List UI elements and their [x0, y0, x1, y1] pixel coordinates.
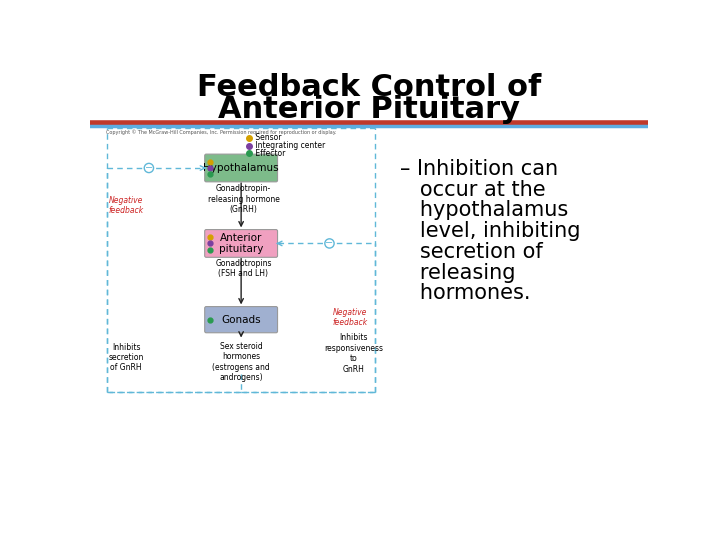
Text: Gonadotropin-
releasing hormone
(GnRH): Gonadotropin- releasing hormone (GnRH)	[207, 184, 279, 214]
Text: Sensor: Sensor	[253, 133, 282, 143]
FancyBboxPatch shape	[204, 154, 277, 182]
Text: −: −	[325, 239, 333, 248]
Text: Inhibits
responsiveness
to
GnRH: Inhibits responsiveness to GnRH	[324, 333, 383, 374]
Text: Inhibits
secretion
of GnRH: Inhibits secretion of GnRH	[109, 342, 144, 372]
Text: Copyright © The McGraw-Hill Companies, Inc. Permission required for reproduction: Copyright © The McGraw-Hill Companies, I…	[106, 130, 336, 136]
FancyBboxPatch shape	[204, 307, 277, 333]
Text: Negative
feedback: Negative feedback	[333, 308, 368, 327]
FancyBboxPatch shape	[204, 230, 277, 257]
Text: hypothalamus: hypothalamus	[400, 200, 568, 220]
Circle shape	[144, 164, 153, 173]
Text: secretion of: secretion of	[400, 242, 543, 262]
Text: Anterior
pituitary: Anterior pituitary	[219, 233, 264, 254]
Text: Integrating center: Integrating center	[253, 141, 325, 150]
Text: Effector: Effector	[253, 149, 285, 158]
Text: level, inhibiting: level, inhibiting	[400, 221, 580, 241]
Circle shape	[325, 239, 334, 248]
Text: releasing: releasing	[400, 262, 516, 283]
Text: – Inhibition can: – Inhibition can	[400, 159, 558, 179]
Text: Negative
feedback: Negative feedback	[109, 196, 144, 215]
Text: hormones.: hormones.	[400, 284, 531, 303]
Text: Sex steroid
hormones
(estrogens and
androgens): Sex steroid hormones (estrogens and andr…	[212, 342, 270, 382]
Text: Anterior Pituitary: Anterior Pituitary	[218, 95, 520, 124]
Text: Gonads: Gonads	[221, 315, 261, 325]
Text: occur at the: occur at the	[400, 179, 546, 200]
Text: −: −	[145, 163, 153, 173]
Text: Hypothalamus: Hypothalamus	[203, 163, 279, 173]
Text: Feedback Control of: Feedback Control of	[197, 73, 541, 103]
Text: Gonadotropins
(FSH and LH): Gonadotropins (FSH and LH)	[215, 259, 271, 278]
